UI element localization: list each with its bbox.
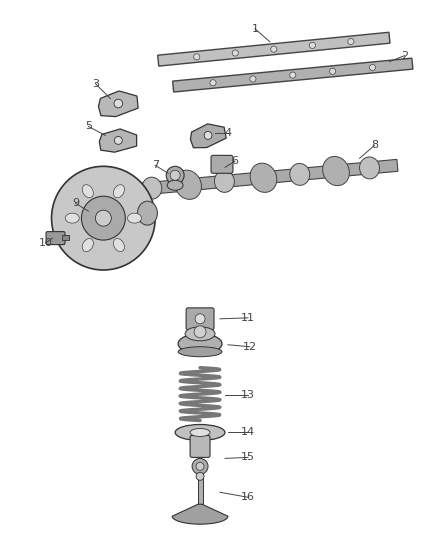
Ellipse shape xyxy=(323,156,350,185)
Circle shape xyxy=(192,458,208,474)
Text: 10: 10 xyxy=(39,238,53,248)
Ellipse shape xyxy=(82,239,93,252)
Ellipse shape xyxy=(82,184,93,198)
Ellipse shape xyxy=(113,184,124,198)
Ellipse shape xyxy=(290,164,310,185)
Ellipse shape xyxy=(65,213,79,223)
Circle shape xyxy=(194,54,200,60)
Text: 2: 2 xyxy=(401,51,408,61)
Ellipse shape xyxy=(127,213,141,223)
Circle shape xyxy=(170,171,180,180)
Circle shape xyxy=(114,136,122,144)
Text: 8: 8 xyxy=(371,140,378,150)
Polygon shape xyxy=(99,91,138,117)
Text: 6: 6 xyxy=(231,156,238,166)
Polygon shape xyxy=(191,124,226,148)
Polygon shape xyxy=(118,159,398,197)
Polygon shape xyxy=(158,33,390,66)
Ellipse shape xyxy=(250,163,277,192)
Text: 15: 15 xyxy=(241,453,255,463)
Text: 5: 5 xyxy=(85,122,92,132)
Text: 7: 7 xyxy=(152,160,159,171)
Circle shape xyxy=(232,50,238,56)
Circle shape xyxy=(250,76,256,82)
Circle shape xyxy=(114,99,123,108)
FancyBboxPatch shape xyxy=(46,232,65,245)
Text: 13: 13 xyxy=(241,390,255,400)
Ellipse shape xyxy=(185,327,215,341)
Bar xyxy=(61,235,70,240)
Circle shape xyxy=(204,132,212,139)
Circle shape xyxy=(194,326,206,338)
Ellipse shape xyxy=(113,239,124,252)
Circle shape xyxy=(348,38,354,45)
FancyBboxPatch shape xyxy=(190,435,210,457)
Circle shape xyxy=(95,210,111,226)
Text: 11: 11 xyxy=(241,313,255,323)
Polygon shape xyxy=(99,129,137,152)
Circle shape xyxy=(369,64,375,70)
Circle shape xyxy=(195,314,205,324)
Circle shape xyxy=(196,472,204,480)
Circle shape xyxy=(196,462,204,470)
Text: 3: 3 xyxy=(92,78,99,88)
FancyBboxPatch shape xyxy=(186,308,214,330)
Polygon shape xyxy=(172,504,228,524)
Circle shape xyxy=(52,166,155,270)
Ellipse shape xyxy=(175,170,201,199)
Text: 12: 12 xyxy=(243,342,257,352)
Ellipse shape xyxy=(215,171,234,192)
Polygon shape xyxy=(173,58,413,92)
Ellipse shape xyxy=(175,424,225,440)
Ellipse shape xyxy=(138,201,157,225)
Ellipse shape xyxy=(142,177,162,199)
Text: 16: 16 xyxy=(241,492,255,502)
Text: 9: 9 xyxy=(72,198,79,208)
FancyBboxPatch shape xyxy=(211,155,233,173)
Text: 4: 4 xyxy=(224,128,232,139)
Circle shape xyxy=(329,68,336,75)
Circle shape xyxy=(166,166,184,184)
Ellipse shape xyxy=(190,429,210,437)
Ellipse shape xyxy=(178,334,222,354)
Circle shape xyxy=(271,46,277,52)
Ellipse shape xyxy=(360,157,379,179)
Text: 1: 1 xyxy=(251,24,258,34)
Circle shape xyxy=(210,79,216,86)
Ellipse shape xyxy=(167,180,183,190)
Circle shape xyxy=(81,196,125,240)
Ellipse shape xyxy=(178,347,222,357)
Bar xyxy=(198,474,203,504)
Circle shape xyxy=(309,42,315,49)
Circle shape xyxy=(290,72,296,78)
Text: 14: 14 xyxy=(241,427,255,438)
